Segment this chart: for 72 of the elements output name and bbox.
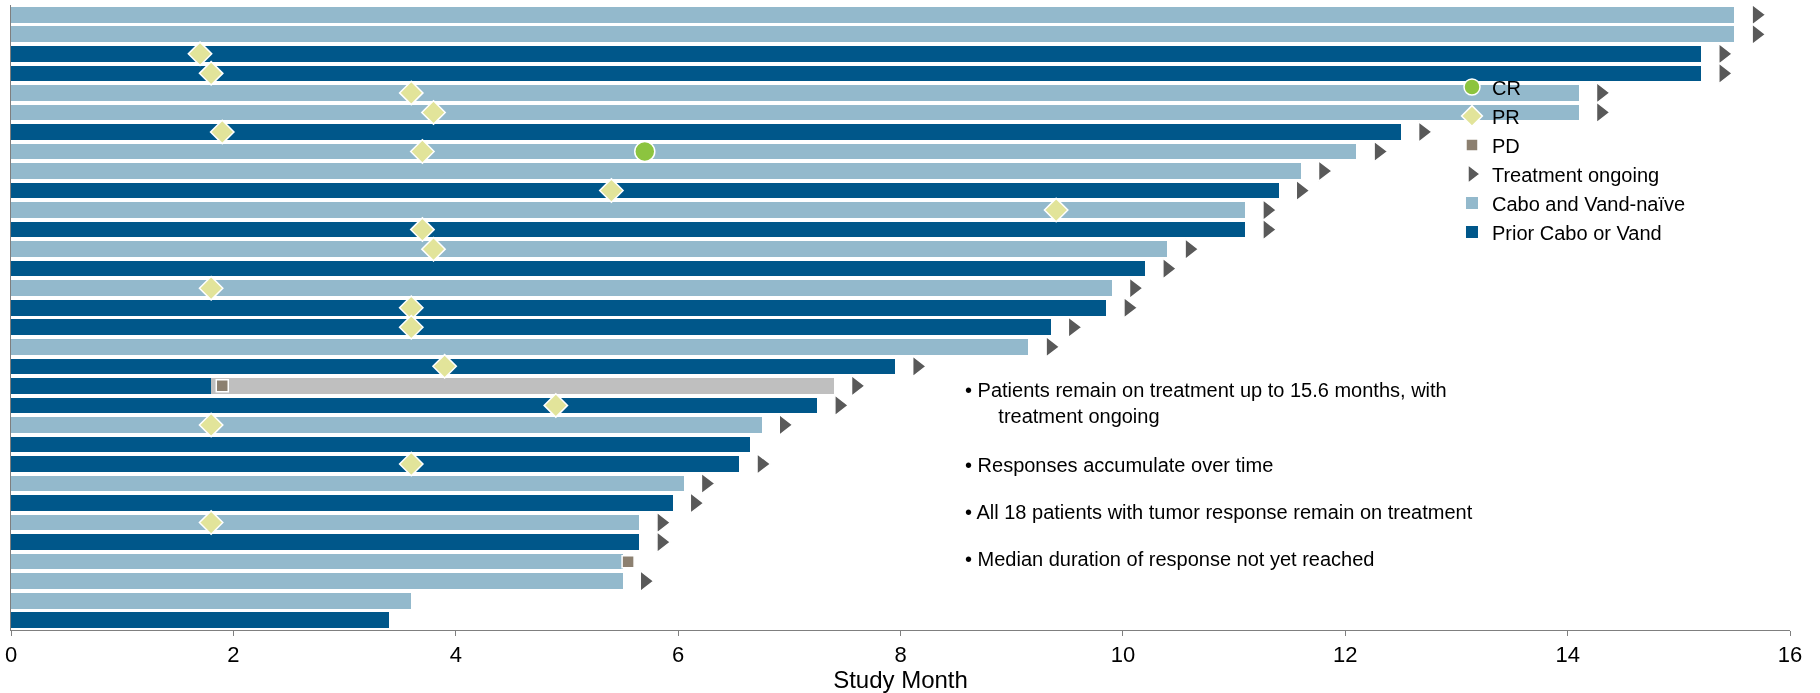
bar [11,241,1168,257]
bar [11,182,1279,199]
point [209,119,235,145]
bar [11,514,640,531]
bar [11,417,762,433]
point [198,60,224,86]
x-tick-label: 0 [4,642,18,668]
bar [11,436,751,453]
bar [11,221,1246,238]
point [1043,197,1069,223]
bar [11,319,1051,336]
legend-label: CR [1491,76,1521,99]
bar [11,46,1702,62]
point [398,314,424,340]
bar [11,143,1357,160]
point [543,392,569,418]
bar [11,378,212,394]
bar [11,124,1401,140]
x-tick-label: 10 [1110,642,1136,668]
bar [11,163,1301,179]
bar [11,534,640,550]
x-tick-label: 4 [449,642,462,668]
bar [211,378,834,394]
legend-label: PR [1491,105,1520,128]
bar [11,260,1146,277]
point [1751,5,1767,26]
x-tick-label: 16 [1777,642,1803,668]
annotation: • Responses accumulate over time [965,454,1274,476]
bar [11,202,1246,218]
x-tick-label: 6 [672,642,685,668]
annotation: • Median duration of response not yet reached [965,548,1375,570]
point [621,554,635,569]
bar [11,338,1029,355]
bar [11,299,1107,316]
legend-label: Cabo and Vand-naïve [1491,192,1686,215]
point [409,217,435,243]
point [634,140,656,163]
legend-label: Prior Cabo or Vand [1491,221,1662,244]
x-tick-label: 12 [1333,642,1358,668]
bar [11,397,818,414]
point [421,236,446,262]
legend-label: PD [1491,134,1520,157]
point [398,451,424,477]
bar [11,573,623,589]
annotation: • All 18 patients with tumor response remain on treatment [965,501,1473,523]
point [409,139,435,164]
point [215,379,230,393]
bar [11,6,1735,23]
bar [11,65,1702,82]
bar [11,553,623,570]
bar [11,280,1112,297]
point [598,178,624,203]
x-tick-label: 2 [227,642,240,668]
bar [11,456,740,472]
bar [11,358,895,375]
legend-label: Treatment ongoing [1491,163,1660,186]
bar [11,26,1735,43]
x-tick-label: 8 [894,642,907,668]
point [198,412,224,438]
x-axis-title: Study Month [833,666,968,693]
point [432,353,458,379]
bar [11,612,390,629]
point [421,99,446,125]
x-tick-label: 14 [1555,642,1580,668]
bar [11,592,412,609]
annotation: • Patients remain on treatment up to 15.6 months, with treatment ongoing [965,379,1447,427]
point [398,80,424,106]
point [198,510,224,536]
point [187,41,213,67]
point [198,275,224,301]
bar [11,495,673,511]
bar [11,475,684,492]
